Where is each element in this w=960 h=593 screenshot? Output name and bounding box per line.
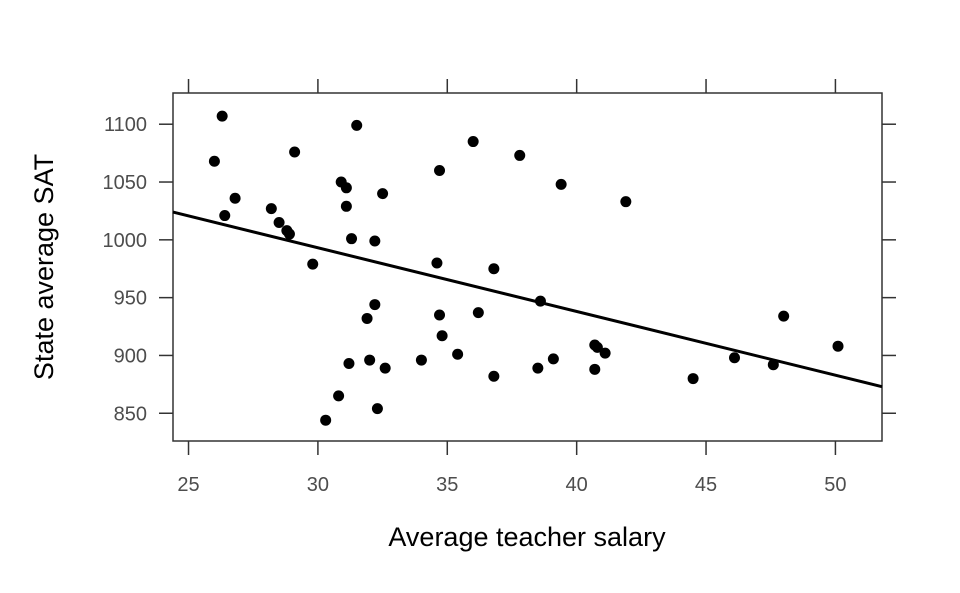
data-point-5 bbox=[273, 216, 285, 228]
y-axis-ticks: 850 900 950 1000 1050 1100 bbox=[103, 114, 896, 425]
data-point-0 bbox=[208, 155, 220, 167]
data-point-18 bbox=[361, 312, 373, 324]
x-tick-label-3: 40 bbox=[566, 474, 588, 496]
y-tick-label-1: 900 bbox=[114, 345, 147, 367]
data-point-45 bbox=[687, 373, 699, 385]
regression-line bbox=[172, 210, 883, 389]
x-tick-label-4: 45 bbox=[695, 474, 717, 496]
x-tick-label-5: 50 bbox=[824, 474, 846, 496]
data-point-19 bbox=[364, 354, 376, 366]
data-point-46 bbox=[729, 352, 741, 364]
data-point-39 bbox=[555, 178, 567, 190]
data-point-33 bbox=[488, 263, 500, 275]
data-point-32 bbox=[472, 307, 484, 319]
data-points bbox=[208, 110, 844, 426]
data-point-41 bbox=[589, 363, 601, 375]
data-point-44 bbox=[620, 196, 632, 208]
data-point-15 bbox=[343, 358, 355, 370]
plot-frame bbox=[172, 92, 883, 442]
data-point-48 bbox=[778, 310, 790, 322]
data-point-4 bbox=[265, 203, 277, 215]
data-point-25 bbox=[415, 354, 427, 366]
data-point-2 bbox=[219, 210, 231, 222]
data-point-7 bbox=[283, 228, 295, 240]
data-point-16 bbox=[346, 233, 358, 245]
data-point-22 bbox=[371, 403, 383, 415]
data-point-1 bbox=[216, 110, 228, 122]
y-tick-label-5: 1100 bbox=[104, 114, 147, 136]
y-tick-label-3: 1000 bbox=[103, 230, 148, 252]
x-tick-label-0: 25 bbox=[177, 474, 199, 496]
data-point-42 bbox=[591, 341, 603, 353]
data-point-23 bbox=[377, 188, 389, 200]
data-point-11 bbox=[333, 390, 345, 402]
data-point-3 bbox=[229, 192, 241, 204]
data-point-29 bbox=[436, 330, 448, 342]
data-point-34 bbox=[488, 370, 500, 382]
data-point-21 bbox=[369, 235, 381, 247]
data-point-43 bbox=[599, 347, 611, 359]
data-point-8 bbox=[289, 146, 301, 158]
data-point-31 bbox=[467, 136, 479, 148]
data-point-14 bbox=[340, 200, 352, 212]
data-point-27 bbox=[434, 164, 446, 176]
x-tick-label-1: 30 bbox=[307, 474, 329, 496]
x-tick-label-2: 35 bbox=[436, 474, 458, 496]
data-point-20 bbox=[369, 299, 381, 311]
data-point-49 bbox=[832, 340, 844, 352]
data-point-9 bbox=[307, 258, 319, 270]
data-point-17 bbox=[351, 119, 363, 131]
data-point-28 bbox=[434, 309, 446, 321]
x-axis-ticks: 25 30 35 40 45 50 bbox=[177, 79, 847, 496]
y-tick-label-0: 850 bbox=[114, 403, 147, 425]
x-axis-title: Average teacher salary bbox=[388, 522, 666, 552]
data-point-36 bbox=[532, 362, 544, 374]
data-point-13 bbox=[340, 182, 352, 194]
data-point-10 bbox=[320, 414, 332, 426]
data-point-35 bbox=[514, 149, 526, 161]
data-point-38 bbox=[547, 353, 559, 365]
y-axis-title: State average SAT bbox=[29, 154, 59, 380]
data-point-30 bbox=[452, 348, 464, 360]
data-point-26 bbox=[431, 257, 443, 269]
y-tick-label-2: 950 bbox=[114, 288, 147, 310]
data-point-24 bbox=[379, 362, 391, 374]
y-tick-label-4: 1050 bbox=[103, 172, 148, 194]
